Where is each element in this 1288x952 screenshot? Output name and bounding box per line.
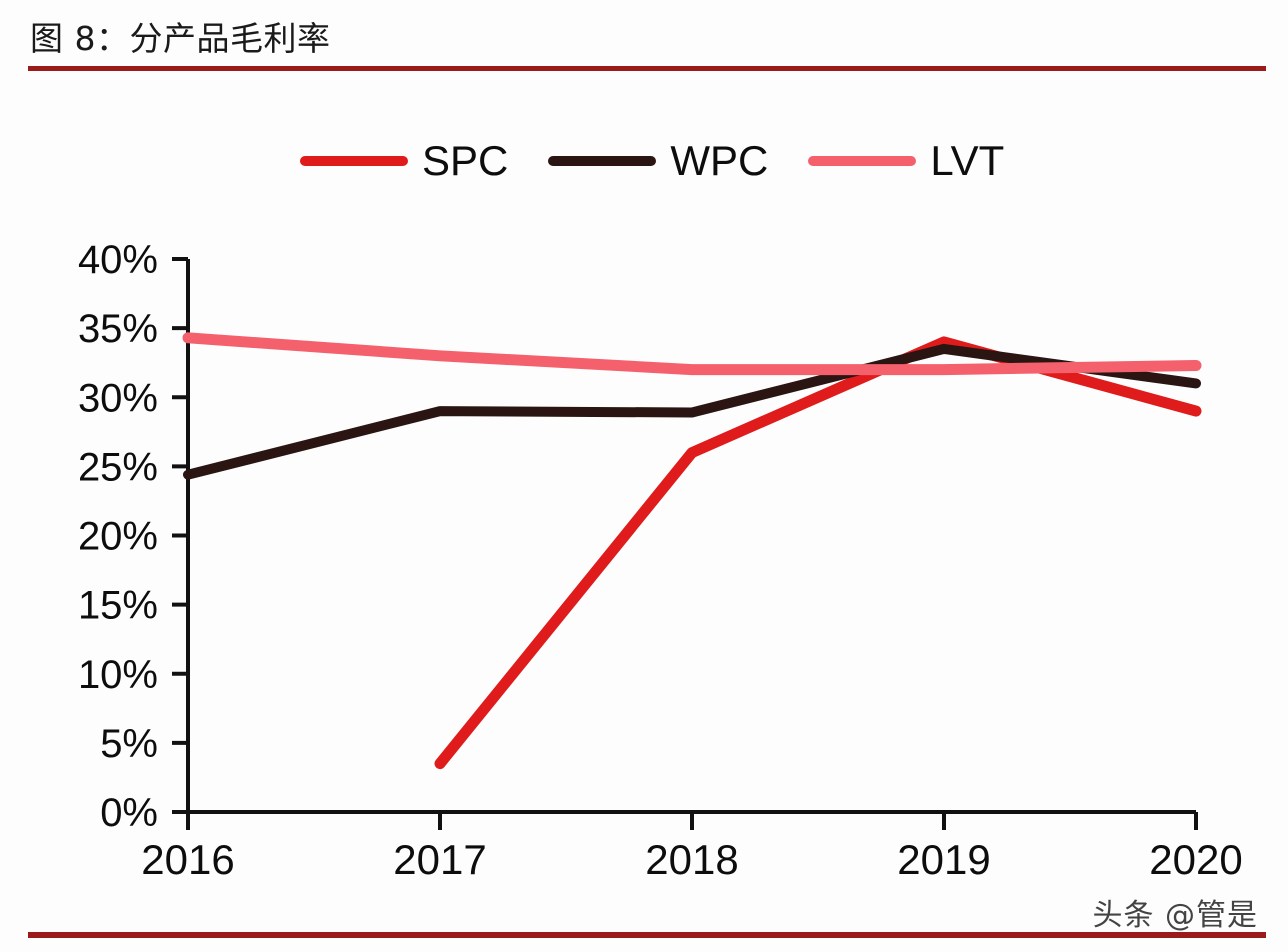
- bottom-divider: [28, 932, 1266, 938]
- figure-title-row: 图 8：分产品毛利率: [30, 8, 1270, 64]
- series-line-lvt: [182, 332, 1202, 376]
- line-swatch-icon: [548, 156, 657, 166]
- y-tick-label: 25%: [78, 445, 158, 489]
- x-axis-ticks: 2016 2017 2018 2019 2020: [141, 812, 1243, 883]
- y-tick-label: 5%: [100, 722, 158, 766]
- chart-legend: SPC WPC LVT: [300, 130, 1004, 192]
- y-tick-label: 10%: [78, 653, 158, 697]
- watermark-text: 头条 @管是: [1092, 898, 1258, 933]
- series-line-spc: [434, 336, 1202, 770]
- x-tick-label: 2020: [1149, 836, 1242, 883]
- y-tick-label: 0%: [100, 791, 158, 835]
- legend-label-spc: SPC: [422, 137, 509, 184]
- y-tick-label: 40%: [78, 238, 158, 282]
- legend-item-wpc: WPC: [548, 140, 768, 182]
- legend-item-lvt: LVT: [808, 140, 1004, 182]
- y-axis-ticks: 0% 5% 10% 15% 20% 25% 30% 35% 40%: [78, 238, 188, 835]
- y-tick-label: 35%: [78, 307, 158, 351]
- line-swatch-icon: [300, 156, 408, 166]
- series-line-wpc: [183, 343, 1201, 480]
- data-series-group: [182, 332, 1202, 770]
- x-tick-label: 2016: [141, 836, 234, 883]
- y-tick-label: 15%: [78, 584, 158, 628]
- legend-label-wpc: WPC: [670, 137, 769, 184]
- legend-label-lvt: LVT: [930, 137, 1005, 184]
- x-tick-label: 2017: [393, 836, 486, 883]
- y-tick-label: 20%: [78, 515, 158, 559]
- x-tick-label: 2018: [645, 836, 738, 883]
- line-swatch-icon: [808, 156, 917, 166]
- title-divider: [28, 66, 1266, 71]
- page-title: 图 8：分产品毛利率: [30, 19, 331, 58]
- legend-item-spc: SPC: [300, 140, 508, 182]
- x-tick-label: 2019: [897, 836, 990, 883]
- y-tick-label: 30%: [78, 376, 158, 420]
